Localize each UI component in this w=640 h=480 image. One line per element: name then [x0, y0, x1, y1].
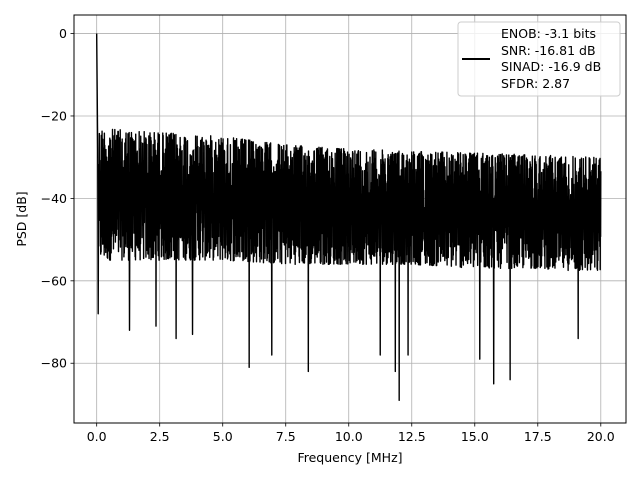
x-tick-label: 7.5: [276, 429, 296, 444]
x-tick-label: 10.0: [335, 429, 363, 444]
legend-entry-snr: SNR: -16.81 dB: [501, 43, 596, 58]
x-tick-label: 0.0: [87, 429, 107, 444]
y-axis-label: PSD [dB]: [14, 191, 29, 246]
legend-box: [457, 21, 621, 97]
legend-entry-sfdr: SFDR: 2.87: [501, 76, 570, 91]
y-tick-label: −20: [41, 108, 67, 123]
y-tick-label: −80: [41, 356, 67, 371]
legend-entry-sinad: SINAD: -16.9 dB: [501, 59, 601, 74]
x-tick-label: 12.5: [398, 429, 426, 444]
psd-series-line: [95, 33, 602, 402]
plot-frame: [73, 14, 627, 424]
legend: ENOB: -3.1 bits SNR: -16.81 dB SINAD: -1…: [457, 21, 621, 97]
y-tick-label: −40: [41, 191, 67, 206]
x-tick-label: 15.0: [461, 429, 489, 444]
x-axis-label: Frequency [MHz]: [297, 450, 402, 465]
psd-trace-group: [95, 33, 602, 402]
legend-entry-enob: ENOB: -3.1 bits: [501, 26, 596, 41]
y-tick-label: −60: [41, 273, 67, 288]
y-tick-label: 0: [59, 26, 67, 41]
x-tick-label: 2.5: [150, 429, 170, 444]
x-tick-label: 20.0: [587, 429, 615, 444]
x-tick-label: 17.5: [524, 429, 552, 444]
axis-ticks: 0.0 2.5 5.0 7.5 10.0 12.5 15.0 17.5 20.0 0 −20 −40 −…: [41, 26, 615, 444]
x-tick-label: 5.0: [213, 429, 233, 444]
